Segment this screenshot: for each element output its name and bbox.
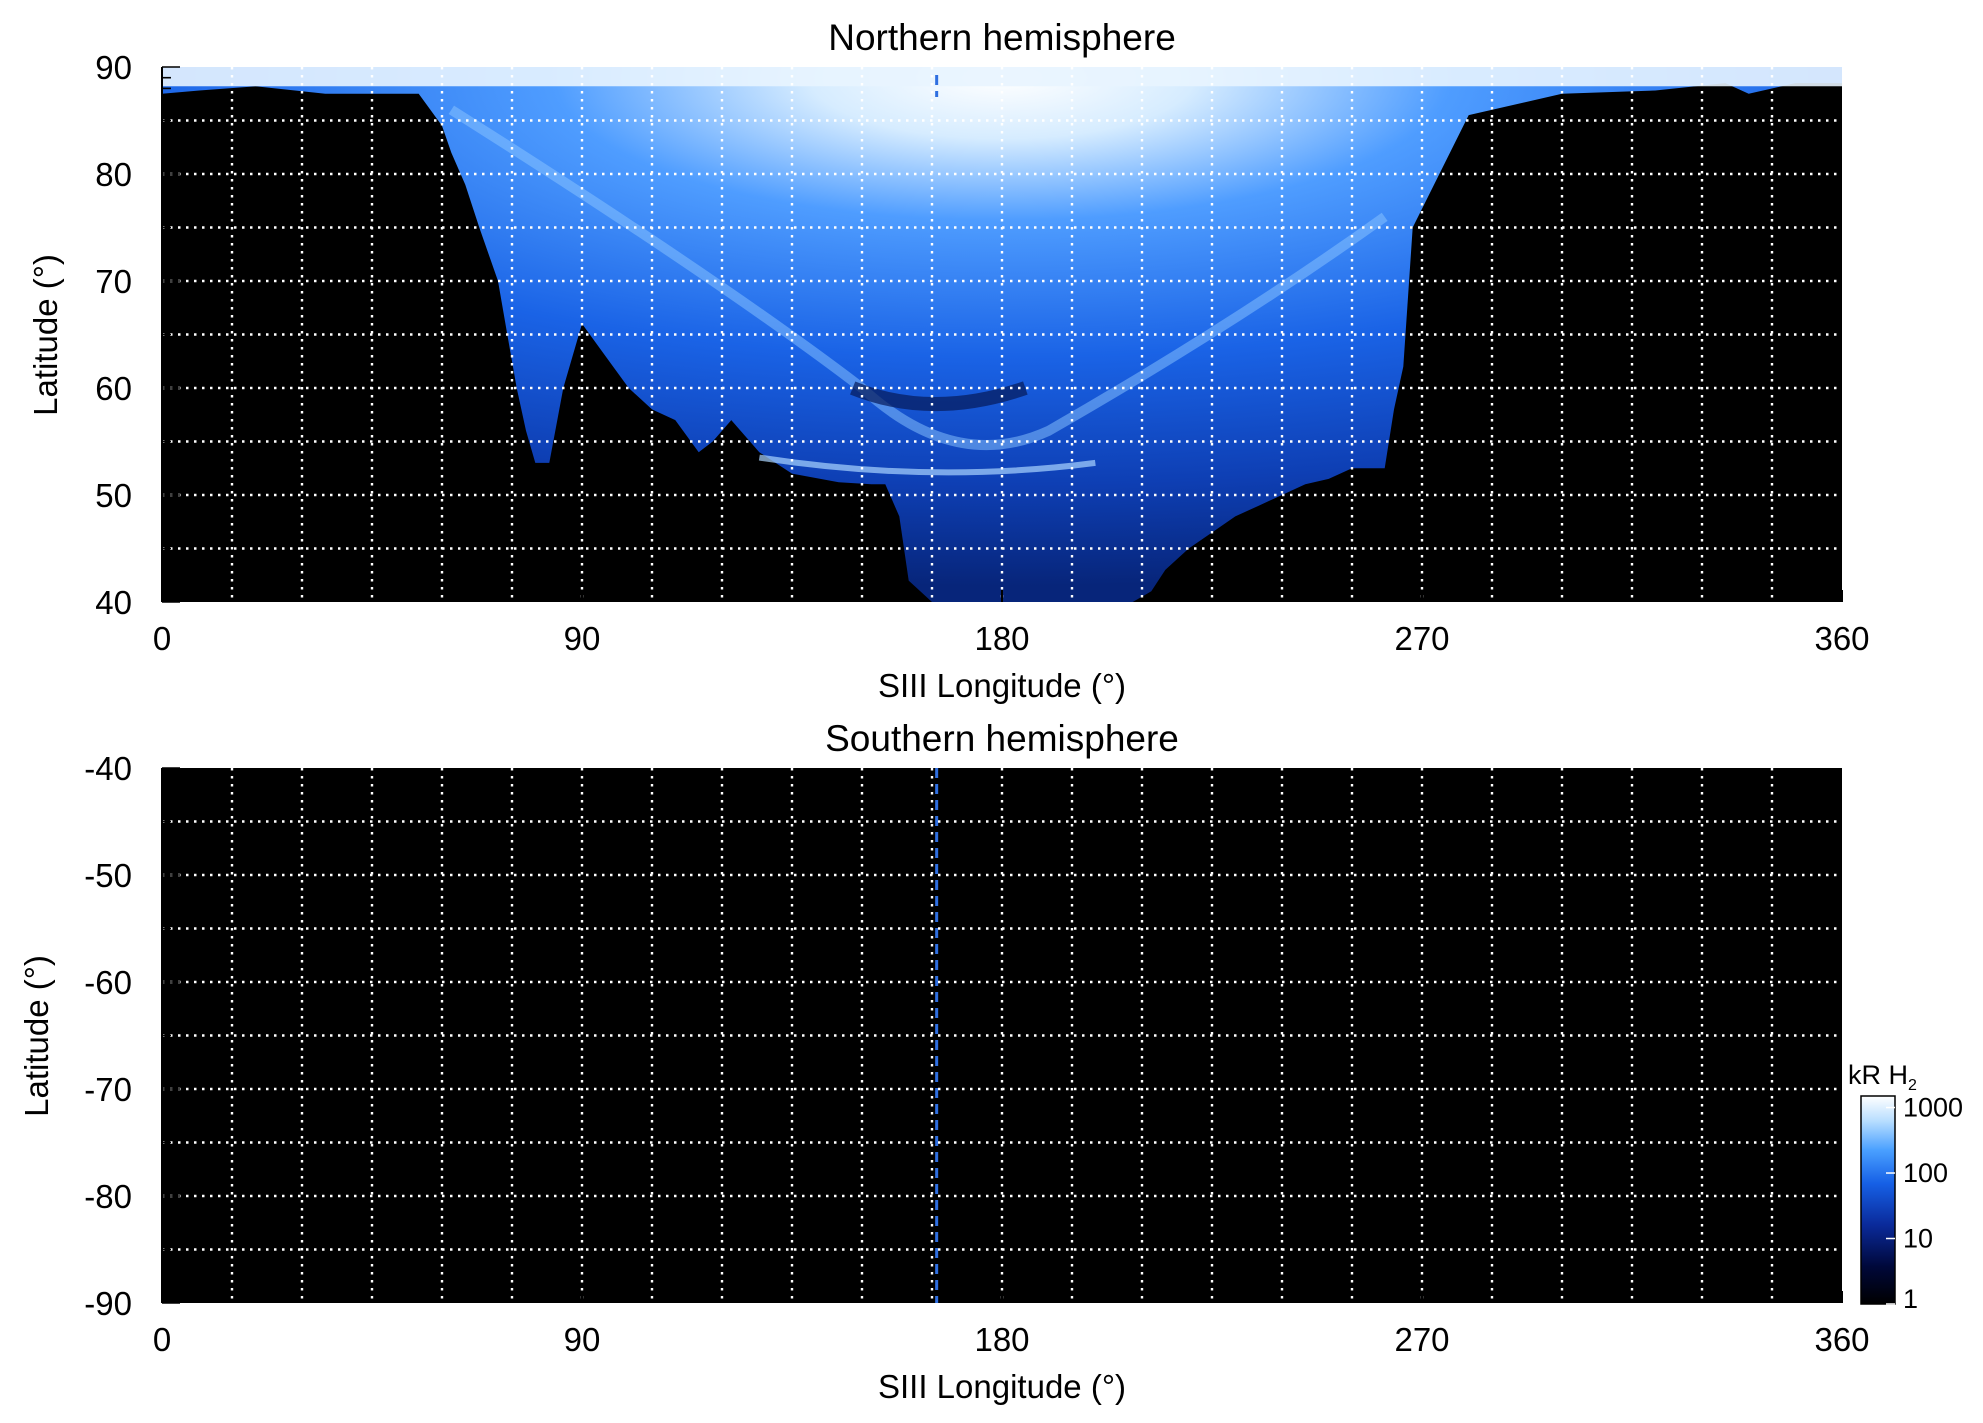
colorbar-tick-label: 1 bbox=[1903, 1284, 1918, 1314]
southern-minor-ticks bbox=[161, 767, 180, 1304]
northern-x-tick-label: 90 bbox=[564, 620, 601, 657]
northern-x-tick-label: 180 bbox=[974, 620, 1029, 657]
southern-grid bbox=[162, 768, 1842, 1303]
northern-x-tick-label: 360 bbox=[1814, 620, 1869, 657]
colorbar-label-sub: 2 bbox=[1908, 1077, 1917, 1094]
southern-x-tick-label: 90 bbox=[564, 1321, 601, 1358]
northern-title: Northern hemisphere bbox=[828, 17, 1176, 58]
northern-minor-ticks bbox=[161, 66, 180, 603]
colorbar-label: kR H2 bbox=[1848, 1060, 1917, 1094]
northern-x-ticks: 0 90 180 270 360 bbox=[153, 590, 1870, 657]
northern-y-ticks: 40 50 60 70 80 90 bbox=[95, 49, 132, 621]
colorbar-ticks: 1 10 100 1000 bbox=[1886, 1093, 1963, 1314]
southern-x-tick-label: 360 bbox=[1814, 1321, 1869, 1358]
southern-y-tick-label: -60 bbox=[84, 964, 132, 1001]
northern-y-tick-label: 80 bbox=[95, 156, 132, 193]
southern-panel: Southern hemisphere 0 90 180 270 360 -40-50-… bbox=[18, 718, 1870, 1405]
southern-y-tick-label: -40 bbox=[84, 750, 132, 787]
colorbar-label-main: kR H bbox=[1848, 1060, 1908, 1090]
colorbar: kR H2 1 10 100 1000 bbox=[1848, 1060, 1963, 1314]
southern-x-tick-label: 180 bbox=[974, 1321, 1029, 1358]
northern-y-tick-label: 60 bbox=[95, 370, 132, 407]
dark-polar-region bbox=[850, 381, 1028, 412]
colorbar-tick-label: 10 bbox=[1903, 1224, 1933, 1254]
northern-x-tick-label: 270 bbox=[1394, 620, 1449, 657]
northern-y-tick-label: 50 bbox=[95, 477, 132, 514]
main-auroral-oval bbox=[448, 105, 1388, 451]
southern-y-tick-label: -50 bbox=[84, 857, 132, 894]
northern-x-axis-label: SIII Longitude (°) bbox=[878, 667, 1126, 704]
southern-y-tick-label: -80 bbox=[84, 1178, 132, 1215]
southern-x-ticks: 0 90 180 270 360 bbox=[153, 1291, 1870, 1358]
colorbar-tick-label: 100 bbox=[1903, 1158, 1948, 1188]
northern-y-tick-label: 70 bbox=[95, 263, 132, 300]
southern-x-tick-label: 0 bbox=[153, 1321, 171, 1358]
northern-y-tick-label: 90 bbox=[95, 49, 132, 86]
southern-x-tick-label: 270 bbox=[1394, 1321, 1449, 1358]
southern-y-tick-label: -70 bbox=[84, 1071, 132, 1108]
northern-y-axis-label: Latitude (°) bbox=[27, 254, 64, 416]
colorbar-gradient bbox=[1860, 1095, 1896, 1305]
southern-y-axis-label: Latitude (°) bbox=[18, 955, 55, 1117]
southern-x-axis-label: SIII Longitude (°) bbox=[878, 1368, 1126, 1405]
southern-title: Southern hemisphere bbox=[825, 718, 1179, 759]
southern-y-ticks: -40 -50 -60 -70 -80 -90 bbox=[84, 750, 132, 1322]
northern-grid bbox=[162, 67, 1842, 602]
northern-panel: Northern hemisphere 0 90 180 270 360 40 50 60 7… bbox=[27, 17, 1870, 704]
equatorward-arc bbox=[758, 454, 1096, 476]
northern-y-tick-label: 40 bbox=[95, 584, 132, 621]
colorbar-tick-label: 1000 bbox=[1903, 1093, 1963, 1123]
southern-y-tick-label: -90 bbox=[84, 1285, 132, 1322]
northern-x-tick-label: 0 bbox=[153, 620, 171, 657]
